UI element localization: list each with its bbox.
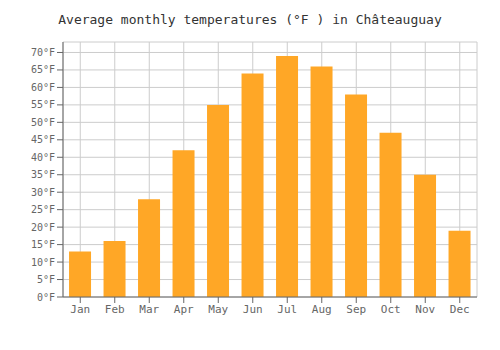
svg-text:5°F: 5°F bbox=[37, 274, 55, 285]
svg-text:Jun: Jun bbox=[243, 303, 263, 316]
svg-text:Apr: Apr bbox=[174, 303, 194, 316]
svg-text:60°F: 60°F bbox=[31, 82, 55, 93]
svg-text:55°F: 55°F bbox=[31, 99, 55, 110]
svg-text:20°F: 20°F bbox=[31, 222, 55, 233]
svg-text:25°F: 25°F bbox=[31, 204, 55, 215]
svg-text:70°F: 70°F bbox=[31, 47, 55, 58]
svg-text:0°F: 0°F bbox=[37, 292, 55, 303]
svg-text:May: May bbox=[208, 303, 228, 316]
svg-text:Dec: Dec bbox=[450, 303, 470, 316]
svg-text:30°F: 30°F bbox=[31, 187, 55, 198]
svg-text:65°F: 65°F bbox=[31, 64, 55, 75]
svg-text:Mar: Mar bbox=[139, 303, 159, 316]
svg-text:Jul: Jul bbox=[277, 303, 297, 316]
svg-text:15°F: 15°F bbox=[31, 239, 55, 250]
svg-text:Sep: Sep bbox=[346, 303, 366, 316]
svg-text:Oct: Oct bbox=[381, 303, 401, 316]
svg-text:Feb: Feb bbox=[105, 303, 125, 316]
svg-text:Aug: Aug bbox=[312, 303, 332, 316]
svg-text:Nov: Nov bbox=[415, 303, 435, 316]
svg-text:35°F: 35°F bbox=[31, 169, 55, 180]
svg-text:Jan: Jan bbox=[70, 303, 90, 316]
svg-text:40°F: 40°F bbox=[31, 152, 55, 163]
svg-text:50°F: 50°F bbox=[31, 117, 55, 128]
html-text:Average monthly temperatures (: Average monthly temperatures (°F ) in Ch… bbox=[58, 12, 442, 27]
svg-text:10°F: 10°F bbox=[31, 257, 55, 268]
svg-text:45°F: 45°F bbox=[31, 134, 55, 145]
